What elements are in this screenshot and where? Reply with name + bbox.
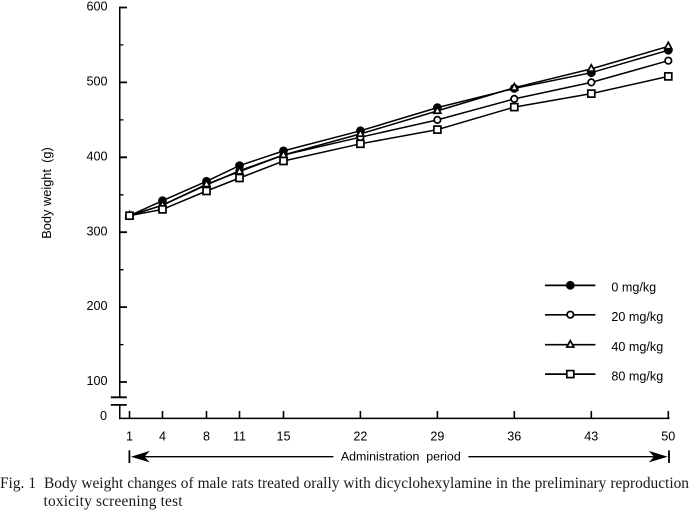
- svg-text:80 mg/kg: 80 mg/kg: [611, 369, 663, 383]
- svg-text:36: 36: [507, 429, 521, 443]
- svg-text:1: 1: [126, 429, 133, 443]
- svg-text:600: 600: [86, 0, 107, 14]
- svg-text:50: 50: [661, 429, 675, 443]
- svg-text:100: 100: [86, 374, 107, 388]
- svg-text:4: 4: [159, 429, 166, 443]
- svg-text:300: 300: [86, 224, 107, 238]
- svg-text:11: 11: [233, 429, 246, 443]
- svg-text:Administration period: Administration period: [341, 450, 461, 464]
- svg-text:29: 29: [430, 429, 444, 443]
- svg-text:40 mg/kg: 40 mg/kg: [611, 340, 663, 354]
- svg-text:20 mg/kg: 20 mg/kg: [611, 310, 663, 324]
- svg-text:43: 43: [584, 429, 598, 443]
- svg-text:Body weight (g): Body weight (g): [39, 147, 54, 238]
- svg-text:8: 8: [203, 429, 210, 443]
- svg-text:0 mg/kg: 0 mg/kg: [611, 281, 656, 295]
- svg-text:0: 0: [100, 409, 107, 423]
- svg-text:22: 22: [353, 429, 367, 443]
- svg-text:200: 200: [86, 299, 107, 313]
- svg-text:15: 15: [276, 429, 290, 443]
- svg-text:500: 500: [86, 75, 107, 89]
- svg-text:400: 400: [86, 149, 107, 163]
